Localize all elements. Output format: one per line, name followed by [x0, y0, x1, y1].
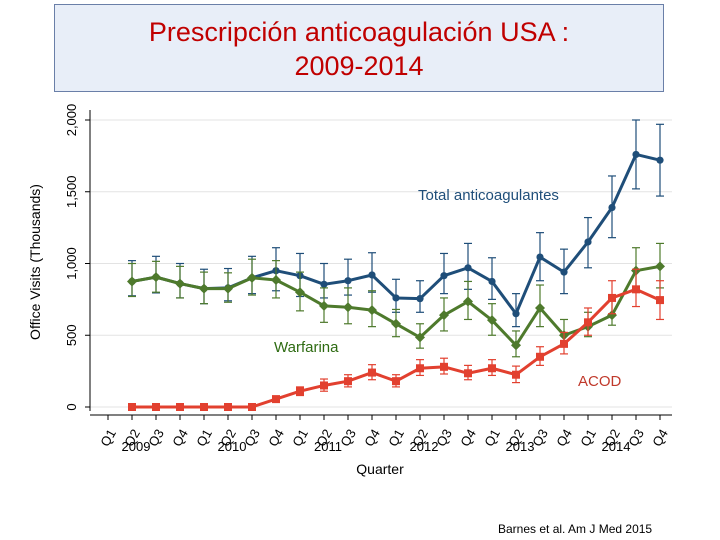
title-line-1: Prescripción anticoagulación USA :: [148, 17, 570, 47]
data-point: [271, 275, 281, 286]
x-tick-label: Q4: [649, 426, 671, 449]
data-point: [344, 277, 352, 285]
data-point: [656, 156, 664, 164]
x-tick-label: Q1: [97, 426, 119, 449]
data-point: [368, 271, 376, 279]
x-tick-label: Q4: [553, 426, 575, 449]
data-point: [224, 403, 232, 411]
data-point: [320, 280, 328, 288]
data-point: [296, 387, 304, 396]
data-point: [367, 305, 377, 316]
data-point: [632, 285, 640, 294]
x-tick-label: Q1: [193, 426, 215, 449]
data-point: [440, 272, 448, 280]
data-point: [199, 283, 209, 294]
data-point: [584, 238, 592, 246]
data-point: [392, 294, 400, 302]
data-point: [416, 364, 424, 373]
year-label: 2010: [218, 439, 247, 454]
data-point: [488, 277, 496, 286]
data-point: [319, 300, 329, 311]
data-point: [656, 296, 664, 305]
x-tick-label: Q4: [361, 426, 383, 449]
x-tick-label: Q1: [577, 426, 599, 449]
data-point: [464, 264, 472, 272]
data-point: [464, 369, 472, 378]
data-point: [463, 296, 473, 307]
data-point: [415, 332, 425, 343]
series-layer: [127, 119, 665, 411]
data-point: [391, 318, 401, 329]
data-point: [632, 150, 640, 159]
data-point: [535, 302, 545, 313]
plot-area: [92, 106, 672, 410]
data-point: [488, 364, 496, 373]
line-chart: 0 500 1,000 1,500 2,000 Q1 Q2 Q3 Q4 Q1 Q2 Q3 Q4 Q1 Q2…: [27, 104, 672, 477]
data-point: [440, 362, 448, 371]
data-point: [368, 368, 376, 377]
data-point: [272, 395, 280, 404]
y-axis-label: Office Visits (Thousands): [27, 184, 43, 340]
annotation-warfarina: Warfarina: [274, 339, 339, 356]
data-point: [295, 287, 305, 298]
y-tick-label: 1,000: [64, 247, 79, 280]
data-point: [560, 339, 568, 348]
year-label: 2013: [506, 439, 535, 454]
data-point: [512, 310, 520, 318]
data-point: [247, 272, 257, 283]
data-point: [200, 403, 208, 411]
data-point: [512, 370, 520, 379]
data-point: [511, 340, 521, 351]
data-point: [607, 310, 617, 321]
data-point: [584, 318, 592, 327]
x-tick-label: Q1: [481, 426, 503, 449]
title-line-2: 2009-2014: [294, 51, 424, 81]
data-point: [655, 261, 665, 272]
x-tick-label: Q4: [457, 426, 479, 449]
y-tick-label: 1,500: [64, 175, 79, 208]
data-point: [248, 403, 256, 411]
data-point: [560, 268, 568, 276]
y-tick-label: 0: [64, 403, 79, 410]
year-label: 2012: [410, 439, 439, 454]
data-point: [176, 403, 184, 411]
year-label: 2011: [314, 439, 342, 454]
data-point: [127, 276, 137, 287]
year-label: 2009: [122, 439, 151, 454]
data-point: [128, 403, 136, 411]
year-label: 2014: [602, 439, 631, 454]
data-point: [175, 278, 185, 289]
series-square: [128, 268, 664, 411]
annotation-acod: ACOD: [578, 373, 622, 390]
y-tick-label: 500: [64, 324, 79, 346]
title-box: Prescripción anticoagulación USA : 2009-…: [54, 4, 664, 92]
data-point: [151, 272, 161, 283]
citation: Barnes et al. Am J Med 2015: [498, 522, 653, 536]
x-tick-label: Q4: [265, 426, 287, 449]
x-tick-label: Q1: [289, 426, 311, 449]
x-axis-label: Quarter: [356, 461, 404, 477]
data-point: [608, 203, 616, 212]
x-tick-label: Q4: [169, 426, 191, 449]
annotation-total: Total anticoagulantes: [418, 187, 559, 204]
y-tick-label: 2,000: [64, 104, 79, 137]
data-point: [608, 293, 616, 302]
data-point: [392, 377, 400, 386]
data-point: [152, 403, 160, 411]
data-point: [439, 310, 449, 321]
x-axis: Q1 Q2 Q3 Q4 Q1 Q2 Q3 Q4 Q1 Q2 Q3 Q4 Q1 Q2 Q3 Q4 Q1 Q2 Q3 Q4…: [90, 414, 672, 454]
y-axis: 0 500 1,000 1,500 2,000: [64, 104, 91, 411]
data-point: [536, 253, 544, 261]
data-point: [416, 295, 424, 303]
data-point: [487, 315, 497, 326]
data-point: [223, 283, 233, 294]
data-point: [344, 377, 352, 386]
series-diamond: [127, 242, 665, 358]
data-point: [320, 381, 328, 390]
x-tick-label: Q1: [385, 426, 407, 449]
data-point: [536, 352, 544, 361]
data-point: [343, 302, 353, 313]
